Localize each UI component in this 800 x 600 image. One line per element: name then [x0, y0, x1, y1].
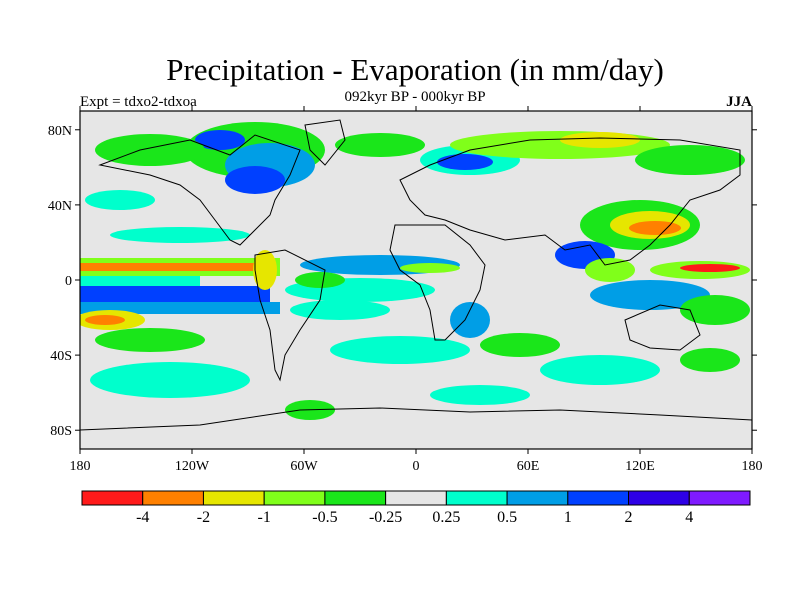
pe-field-north-atlantic [85, 122, 745, 210]
season-label: JJA [726, 94, 752, 110]
colorbar-swatch [142, 490, 204, 506]
colorbar-swatch [688, 490, 751, 506]
colorbar-label: 2 [625, 509, 633, 526]
lon-tick-label: 180 [70, 459, 91, 474]
colorbar-swatch [567, 490, 630, 506]
colorbar-swatch [324, 490, 387, 506]
colorbar-swatch [202, 490, 265, 506]
lat-tick-label: 80N [48, 124, 72, 139]
lon-tick-label: 60E [517, 459, 540, 474]
colorbar-swatch [81, 490, 144, 506]
pe-field-south [90, 302, 740, 420]
lat-tick-label: 40N [48, 199, 72, 214]
colorbar-label: -2 [197, 509, 210, 526]
lon-tick-label: 60W [290, 459, 318, 474]
colorbar-label: 4 [685, 509, 693, 526]
axis-ticks: 80N 40N 0 40S 80S 180 120W 60W 0 60E 120E 180 [48, 106, 763, 474]
colorbar-label: 0.25 [432, 509, 460, 526]
colorbar-label: 0.5 [497, 509, 517, 526]
map-subtitle: 092kyr BP - 000kyr BP [344, 89, 486, 105]
experiment-label: Expt = tdxo2-tdxoa [80, 94, 197, 110]
pe-field-asia [555, 200, 750, 325]
lat-tick-label: 0 [65, 274, 72, 289]
colorbar: -4 -2 -1 -0.5 -0.25 0.25 0.5 1 2 4 [81, 490, 751, 526]
pe-field-pacific [80, 227, 280, 352]
map-field [80, 111, 752, 449]
colorbar-label: 1 [564, 509, 572, 526]
colorbar-label: -0.25 [369, 509, 402, 526]
colorbar-swatch [385, 490, 447, 506]
pe-field-atlantic [253, 250, 460, 320]
coastlines [80, 119, 752, 431]
lon-tick-label: 0 [413, 459, 420, 474]
colorbar-swatch [628, 490, 690, 506]
colorbar-swatch [263, 490, 326, 506]
colorbar-swatch [506, 490, 569, 506]
lat-tick-label: 40S [50, 349, 72, 364]
map-title: Precipitation - Evaporation (in mm/day) [166, 52, 664, 87]
colorbar-label: -0.5 [312, 509, 337, 526]
lon-tick-label: 120W [175, 459, 210, 474]
colorbar-label: -4 [136, 509, 149, 526]
lon-tick-label: 120E [625, 459, 655, 474]
colorbar-swatch [445, 490, 508, 506]
colorbar-label: -1 [258, 509, 271, 526]
lon-tick-label: 180 [742, 459, 763, 474]
lat-tick-label: 80S [50, 424, 72, 439]
